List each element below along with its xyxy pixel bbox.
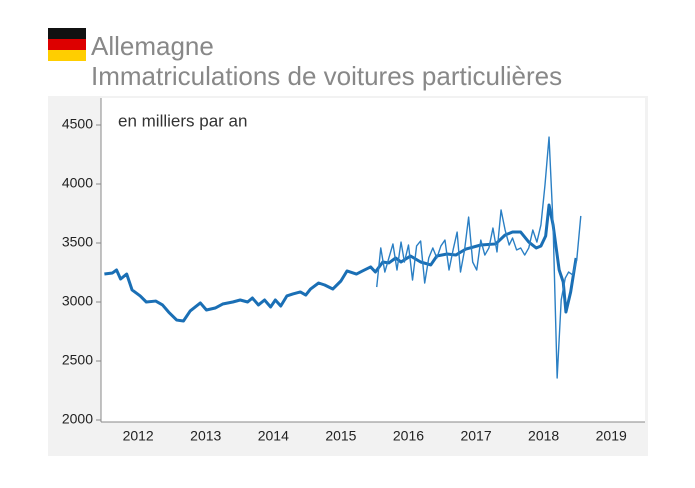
chart-subtitle: Immatriculations de voitures particulièr…	[91, 61, 562, 91]
x-tick-label: 2017	[460, 428, 491, 444]
y-tick-label: 2000	[62, 411, 93, 427]
x-tick-label: 2019	[596, 428, 627, 444]
flag-stripe	[48, 39, 86, 50]
chart-title: Allemagne	[91, 31, 214, 61]
plot-area	[101, 98, 645, 422]
flag	[48, 28, 86, 61]
series-line	[376, 136, 582, 379]
annotation: en milliers par an	[118, 111, 247, 130]
y-tick-label: 2500	[62, 352, 93, 368]
y-tick-label: 3500	[62, 234, 93, 250]
series-line	[104, 203, 578, 323]
x-tick-label: 2013	[190, 428, 221, 444]
x-tick-label: 2012	[123, 428, 154, 444]
annotation-bg	[112, 110, 292, 134]
x-tick-label: 2014	[258, 428, 289, 444]
x-tick-label: 2016	[393, 428, 424, 444]
x-tick-label: 2015	[325, 428, 356, 444]
flag-stripe	[48, 50, 86, 61]
y-tick-label: 4000	[62, 175, 93, 191]
x-tick-label: 2018	[528, 428, 559, 444]
y-tick-label: 4500	[62, 116, 93, 132]
flag-stripe	[48, 28, 86, 39]
y-tick-label: 3000	[62, 293, 93, 309]
